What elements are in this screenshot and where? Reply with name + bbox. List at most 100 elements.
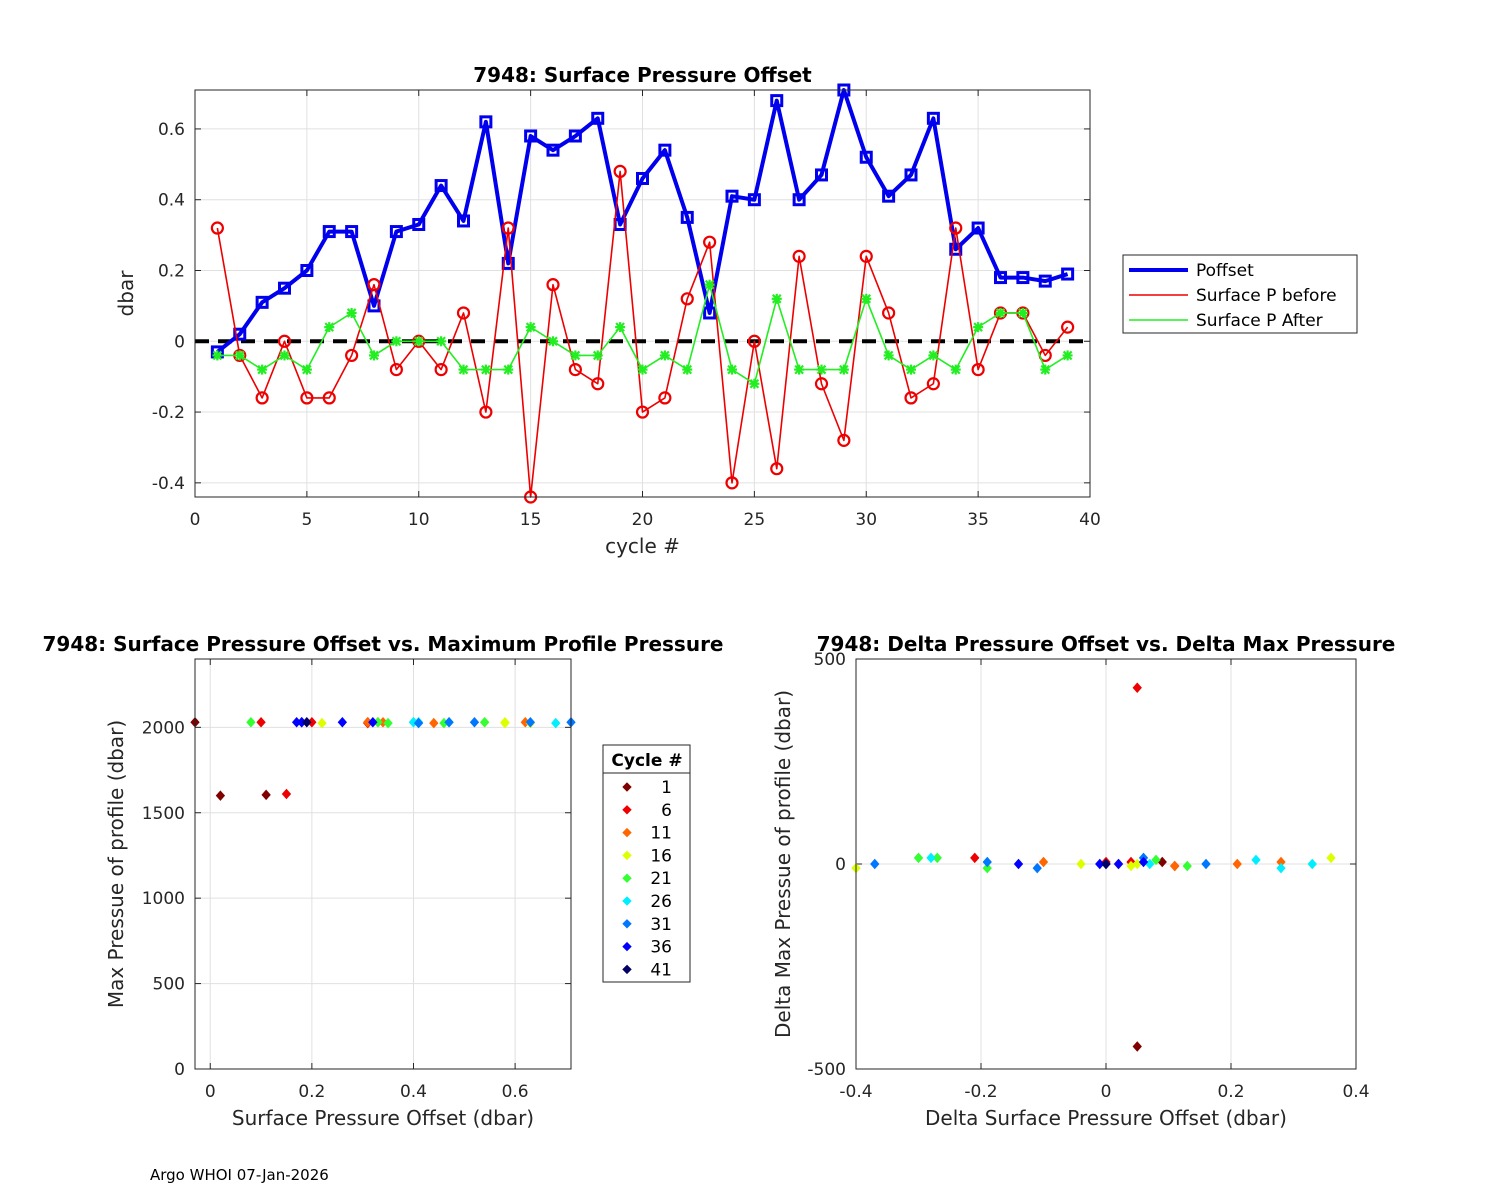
poffset-point: [434, 179, 448, 193]
surface-p-after-point: [1017, 307, 1028, 318]
star-stroke: [1040, 364, 1051, 375]
scatter-point: [932, 852, 942, 864]
surface-p-after-point: [257, 364, 268, 375]
scatter-point: [1095, 858, 1105, 870]
scatter-point: [413, 717, 424, 729]
legend-label: 11: [650, 824, 672, 844]
surface-p-after-point: [525, 322, 536, 333]
x-axis-label: Surface Pressure Offset (dbar): [232, 1106, 534, 1130]
legend-marker: [622, 941, 632, 952]
surface-p-after-point: [615, 322, 626, 333]
surface-p-before-point: [300, 391, 314, 405]
surface-p-after-point: [592, 350, 603, 361]
poffset-point: [278, 281, 291, 295]
x-tick-label: 10: [408, 510, 430, 530]
star-stroke: [861, 294, 872, 304]
footer-text: Argo WHOI 07-Jan-2026: [150, 1166, 329, 1184]
surface-p-after-point: [548, 336, 558, 347]
scatter-point: [500, 717, 510, 729]
poffset-point: [1038, 274, 1052, 288]
chart-1: 0 5 10 15 20 25 30 35 40 -0.4 -0.2 0 0.2 0.4 0.6 7948: …: [114, 63, 1101, 558]
star-stroke: [212, 350, 223, 361]
poffset-point: [255, 295, 269, 309]
surface-p-after-point: [861, 293, 872, 304]
surface-p-after-point: [346, 307, 357, 318]
x-tick-label: 0: [190, 510, 201, 530]
surface-p-before-point: [703, 235, 717, 249]
scatter-point: [337, 716, 348, 728]
scatter-point: [970, 852, 980, 864]
surface-p-before-point: [792, 249, 806, 263]
scatter-point: [291, 716, 302, 728]
legend-marker: [622, 850, 632, 861]
y-tick-label: 0: [174, 1060, 185, 1080]
legend-label: Surface P before: [1196, 286, 1337, 306]
surface-p-after-point: [279, 350, 290, 361]
poffset-point: [815, 168, 828, 182]
scatter-point: [982, 856, 992, 868]
scatter-point: [469, 716, 480, 728]
surface-p-after-point: [749, 378, 760, 389]
surface-p-after-point: [816, 364, 827, 375]
surface-p-after-point: [838, 364, 849, 375]
x-tick-label: 20: [632, 510, 654, 530]
poffset-point: [703, 306, 717, 320]
y-axis-label: Max Pressue of profile (dbar): [104, 720, 128, 1008]
poffset-point: [658, 143, 672, 157]
y-tick-label: 1500: [142, 804, 185, 824]
x-tick-label: 0.4: [1342, 1082, 1369, 1102]
surface-p-before-point: [837, 433, 851, 447]
legend-marker: [622, 919, 632, 929]
star-stroke: [816, 364, 827, 375]
surface-p-after-point: [973, 322, 984, 333]
surface-p-after-point: [369, 350, 379, 361]
poffset-point: [882, 189, 896, 203]
legend-label: 31: [650, 915, 672, 935]
star-stroke: [883, 350, 894, 361]
star-stroke: [324, 322, 335, 332]
surface-p-after-point: [503, 364, 514, 375]
surface-p-after-point: [727, 364, 737, 375]
poffset-point: [412, 217, 426, 231]
scatter-point: [317, 717, 327, 729]
poffset-point: [1061, 267, 1075, 281]
surface-p-after-point: [682, 364, 693, 375]
scatter-point: [1251, 854, 1261, 866]
star-stroke: [973, 322, 983, 332]
surface-p-before-point: [949, 221, 963, 235]
surface-p-after-point: [659, 350, 670, 361]
legend-label: 1: [661, 778, 672, 798]
y-tick-label: 500: [153, 975, 185, 995]
surface-p-before-point: [456, 306, 471, 320]
scatter-point: [1151, 854, 1161, 866]
surface-p-after-point: [480, 364, 491, 375]
star-stroke: [727, 364, 737, 375]
surface-p-before-point: [345, 348, 359, 363]
data-layer: [851, 682, 1336, 1052]
surface-p-before-point: [277, 334, 292, 348]
surface-p-after-point: [995, 307, 1006, 318]
surface-p-before-point: [479, 405, 493, 419]
surface-p-before-point: [814, 377, 829, 391]
star-stroke: [995, 308, 1006, 318]
star-stroke: [660, 350, 670, 361]
scatter-point: [368, 716, 378, 728]
data-layer: [195, 83, 1090, 504]
poffset-point: [233, 327, 247, 341]
scatter-point: [525, 716, 536, 728]
surface-p-after-point: [950, 364, 961, 375]
y-tick-label: 0.6: [158, 120, 185, 140]
y-axis-label: Delta Max Pressue of profile (dbar): [771, 690, 795, 1038]
star-stroke: [302, 364, 312, 375]
surface-p-after-point: [1062, 350, 1073, 361]
surface-p-before-point: [658, 391, 672, 405]
chart-title: 7948: Surface Pressure Offset: [473, 63, 812, 87]
y-tick-label: 0: [174, 332, 185, 352]
poffset-point: [322, 225, 336, 239]
star-stroke: [794, 364, 804, 375]
surface-p-after-point: [637, 364, 648, 375]
surface-p-before-point: [389, 362, 403, 377]
y-tick-label: -500: [807, 1060, 846, 1080]
